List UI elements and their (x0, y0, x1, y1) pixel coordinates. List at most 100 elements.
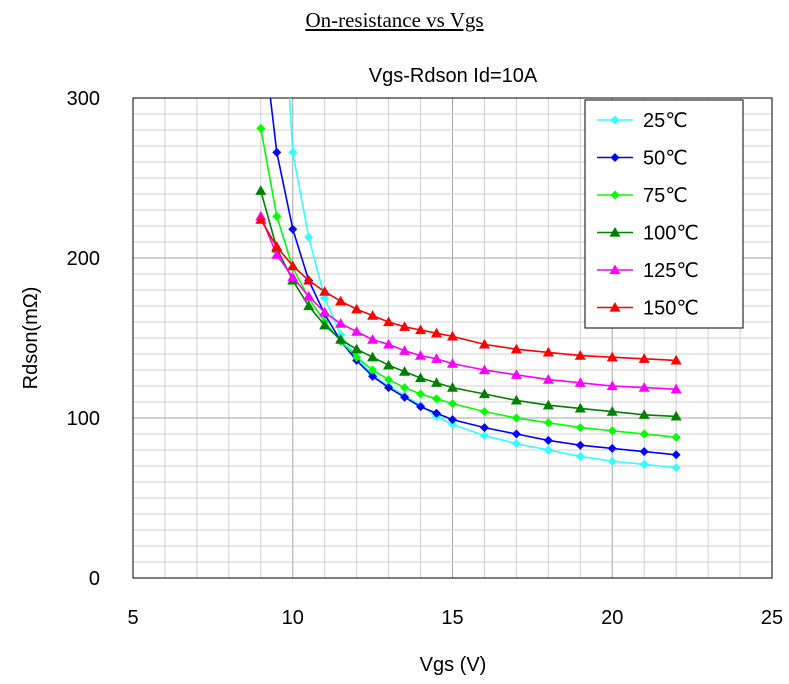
data-point (351, 343, 363, 354)
data-point (400, 392, 410, 402)
data-point (671, 463, 681, 473)
data-point (287, 260, 299, 271)
data-point (511, 413, 521, 423)
data-point (575, 451, 585, 461)
legend-marker (610, 153, 620, 162)
y-axis-label: Rdson(mΩ) (20, 287, 42, 390)
legend-label: 75℃ (643, 185, 688, 207)
legend-label: 125℃ (643, 260, 699, 282)
data-point (352, 352, 362, 362)
data-point (271, 241, 283, 251)
data-point (671, 450, 681, 460)
data-point (335, 334, 347, 344)
data-point (287, 271, 299, 282)
series-line (260, 128, 677, 438)
data-point (638, 409, 650, 419)
data-point (383, 316, 395, 327)
y-tick-label: 300 (67, 88, 100, 110)
legend-marker (609, 302, 621, 312)
data-point (606, 351, 618, 362)
data-point (511, 429, 521, 439)
series-125℃ (255, 210, 682, 394)
y-tick-label: 100 (67, 408, 100, 430)
data-point (319, 286, 331, 296)
data-point (510, 394, 522, 405)
legend-label: 25℃ (643, 110, 688, 132)
data-point (510, 343, 522, 354)
data-point (639, 459, 649, 469)
data-point (368, 371, 378, 381)
data-point (335, 318, 347, 328)
data-point (448, 415, 457, 425)
data-point (447, 330, 458, 341)
data-point (400, 383, 410, 393)
data-point (574, 350, 586, 360)
legend-item: 100℃ (597, 223, 699, 245)
legend-item: 50℃ (597, 148, 688, 170)
data-point (479, 431, 489, 441)
data-point (511, 439, 521, 449)
data-point (415, 350, 427, 360)
x-axis-label: Vgs (V) (420, 654, 487, 676)
data-point (575, 423, 585, 433)
data-point (574, 402, 586, 413)
data-point (542, 374, 554, 384)
data-point (272, 211, 282, 221)
data-point (304, 232, 314, 242)
data-point (543, 435, 553, 445)
data-point (256, 123, 266, 133)
data-point (671, 432, 681, 442)
y-tick-label: 200 (67, 248, 100, 270)
legend-item: 125℃ (597, 260, 699, 282)
data-point (303, 300, 315, 311)
x-tick-label: 15 (441, 607, 463, 629)
chart-title: Vgs-Rdson Id=10A (369, 65, 538, 87)
data-point (383, 338, 395, 349)
page-title: On-resistance vs Vgs (305, 8, 484, 32)
data-point (288, 224, 298, 234)
data-point (448, 399, 457, 409)
y-tick-label: 0 (89, 568, 100, 590)
data-point (384, 375, 394, 385)
data-point (575, 440, 585, 450)
data-point (606, 380, 618, 391)
data-point (639, 429, 649, 439)
series-150℃ (255, 214, 682, 365)
data-point (478, 388, 490, 399)
data-point (383, 359, 395, 370)
data-point (574, 377, 586, 387)
data-point (431, 327, 443, 338)
data-point (479, 423, 489, 433)
data-point (399, 321, 411, 331)
data-point (368, 365, 378, 375)
data-point (416, 389, 426, 399)
legend-marker (609, 264, 621, 275)
data-point (607, 443, 617, 453)
axes: 5 10 15 20 25 0 100 200 300 (67, 88, 784, 629)
data-point (542, 346, 554, 357)
data-point (606, 406, 618, 416)
legend-item: 75℃ (597, 185, 688, 207)
data-point (415, 372, 427, 383)
x-tick-label: 10 (282, 607, 304, 629)
data-point (670, 383, 682, 394)
data-point (478, 338, 490, 349)
data-point (367, 351, 379, 362)
data-point (416, 402, 426, 412)
legend-label: 50℃ (643, 148, 688, 170)
data-point (272, 147, 282, 157)
data-point (543, 418, 553, 428)
data-point (319, 306, 331, 317)
data-point (303, 274, 315, 285)
data-point (448, 419, 457, 429)
data-point (542, 399, 554, 410)
series-line (269, 98, 677, 456)
data-point (367, 334, 379, 344)
x-tick-label: 5 (127, 607, 138, 629)
data-point (639, 447, 649, 457)
legend-label: 100℃ (643, 223, 699, 245)
data-point (384, 383, 394, 393)
data-point (479, 407, 489, 417)
data-point (399, 366, 411, 376)
